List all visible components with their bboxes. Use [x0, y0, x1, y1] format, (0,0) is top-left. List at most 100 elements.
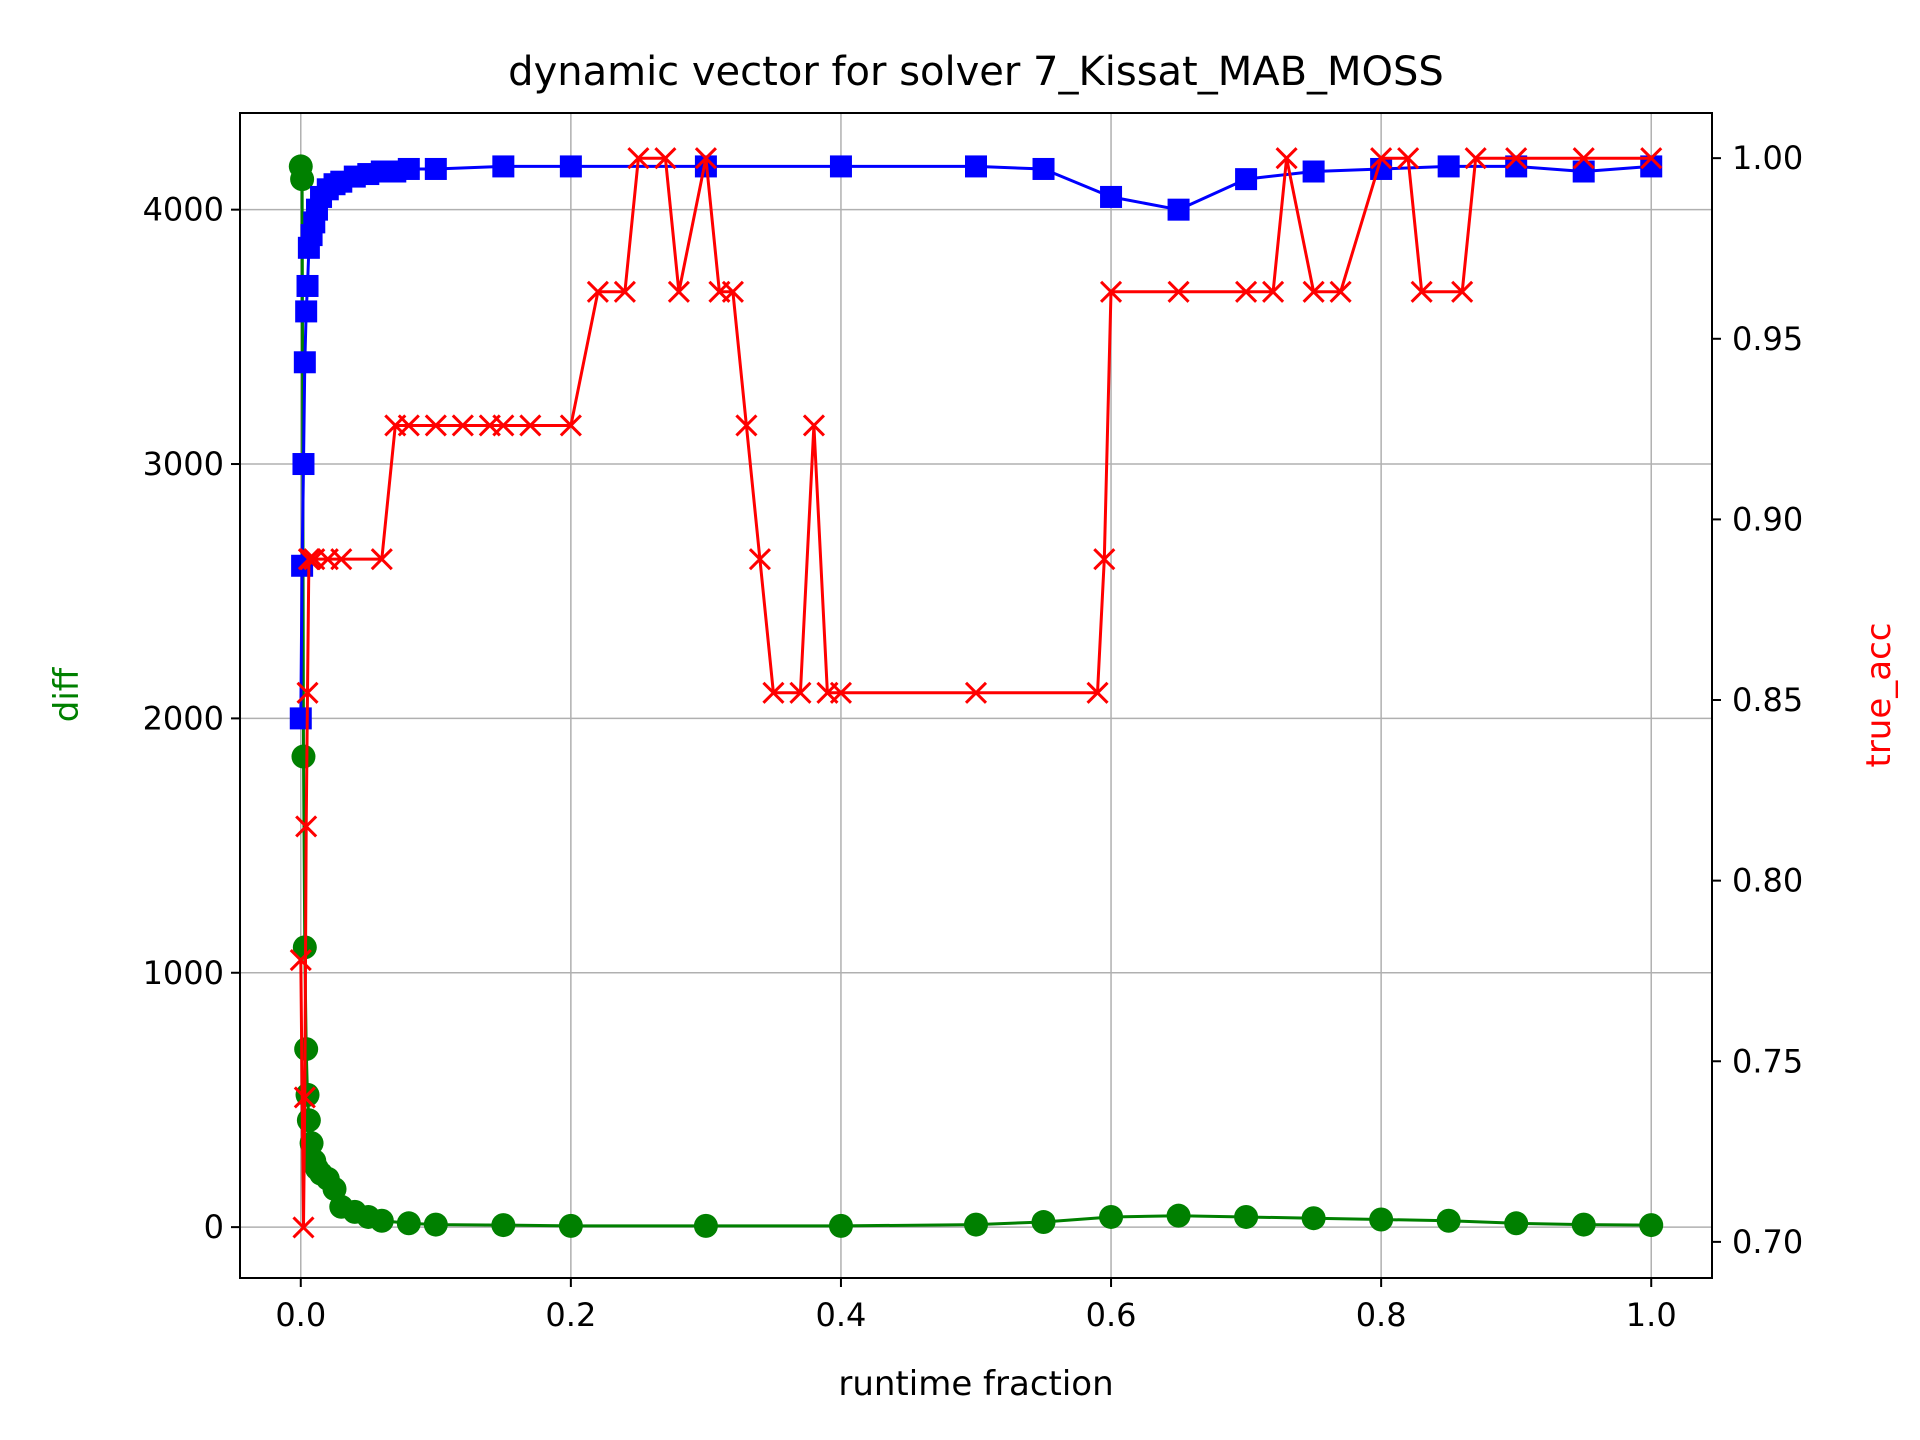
- data-point: [1302, 280, 1325, 303]
- data-point: [424, 414, 447, 437]
- data-point: [396, 1211, 421, 1236]
- data-point: [1100, 185, 1123, 208]
- data-point: [492, 414, 515, 437]
- data-point: [965, 155, 987, 178]
- data-point: [1640, 155, 1663, 178]
- data-point: [292, 453, 315, 476]
- right-y-tick-label: 0.85: [1732, 681, 1803, 719]
- data-point: [296, 1108, 321, 1133]
- data-point: [492, 155, 515, 178]
- data-point: [1235, 280, 1258, 303]
- data-point: [1086, 681, 1109, 704]
- right-y-tick-label: 0.75: [1732, 1042, 1803, 1080]
- data-point: [964, 681, 988, 704]
- data-point: [1031, 1210, 1056, 1235]
- data-point: [748, 548, 771, 571]
- data-point: [424, 157, 447, 180]
- x-tick-label: 0.6: [1086, 1296, 1137, 1334]
- data-point: [369, 1208, 394, 1233]
- data-point: [491, 1213, 516, 1238]
- data-point: [693, 1213, 718, 1238]
- series-2: [289, 147, 1663, 1239]
- data-point: [397, 157, 420, 180]
- data-point: [964, 1212, 988, 1237]
- x-tick-label: 0.4: [816, 1296, 867, 1334]
- data-point: [293, 1086, 316, 1109]
- chart-title: dynamic vector for solver 7_Kissat_MAB_M…: [508, 49, 1444, 95]
- data-point: [291, 744, 316, 769]
- data-point: [1640, 147, 1663, 170]
- left-y-tick-label: 1000: [143, 954, 224, 992]
- data-point: [451, 414, 474, 437]
- data-point: [1572, 147, 1595, 170]
- data-point: [296, 274, 319, 297]
- data-point: [1301, 1206, 1326, 1231]
- data-point: [1032, 157, 1055, 180]
- data-point: [829, 681, 853, 704]
- series-layer: [288, 147, 1664, 1239]
- data-point: [1234, 1204, 1259, 1229]
- x-tick-label: 0.0: [275, 1296, 326, 1334]
- left-y-axis-label: diff: [47, 666, 87, 722]
- data-point: [1436, 1208, 1461, 1233]
- x-tick-label: 1.0: [1626, 1296, 1677, 1334]
- x-axis: 0.0 0.2 0.4 0.6 0.8 1.0: [275, 1278, 1677, 1334]
- data-point: [1093, 548, 1116, 571]
- data-point: [558, 1213, 583, 1238]
- data-point: [1451, 280, 1474, 303]
- data-point: [1302, 160, 1325, 183]
- grid: [240, 113, 1712, 1278]
- data-point: [370, 548, 393, 571]
- data-point: [1571, 1212, 1596, 1237]
- series-line: [299, 156, 1652, 1229]
- data-point: [1572, 160, 1595, 183]
- right-y-tick-label: 0.70: [1732, 1223, 1803, 1261]
- data-point: [789, 681, 812, 704]
- data-point: [627, 147, 650, 170]
- data-point: [1505, 155, 1528, 178]
- data-point: [1262, 280, 1285, 303]
- data-point: [1329, 280, 1352, 303]
- data-point: [290, 167, 315, 192]
- right-y-tick-label: 1.00: [1732, 139, 1803, 177]
- data-point: [296, 681, 319, 704]
- left-y-axis: 0 1000 2000 3000 4000: [143, 191, 240, 1246]
- data-point: [519, 414, 542, 437]
- x-tick-label: 0.2: [545, 1296, 596, 1334]
- left-y-tick-label: 2000: [143, 699, 224, 737]
- series-line: [299, 166, 1652, 1228]
- data-point: [559, 155, 582, 178]
- data-point: [397, 414, 420, 437]
- data-point: [1167, 280, 1190, 303]
- x-axis-label: runtime fraction: [838, 1364, 1113, 1404]
- data-point: [1370, 147, 1393, 170]
- data-point: [559, 414, 582, 437]
- data-point: [762, 681, 785, 704]
- data-point: [1505, 147, 1528, 170]
- left-y-tick-label: 0: [204, 1208, 224, 1246]
- data-point: [1639, 1213, 1664, 1238]
- data-point: [1235, 168, 1258, 191]
- right-y-axis: 0.70 0.75 0.80 0.85 0.90 0.95 1.00: [1712, 139, 1803, 1261]
- right-y-axis-label: true_acc: [1859, 623, 1899, 768]
- data-point: [1437, 155, 1460, 178]
- data-point: [1166, 1203, 1191, 1228]
- data-point: [828, 1213, 853, 1238]
- data-point: [330, 548, 353, 571]
- data-point: [295, 815, 318, 838]
- data-point: [423, 1212, 448, 1237]
- data-point: [1099, 1204, 1124, 1229]
- data-point: [613, 280, 636, 303]
- data-point: [293, 351, 316, 374]
- data-point: [829, 155, 852, 178]
- data-point: [292, 1216, 315, 1239]
- data-point: [586, 280, 609, 303]
- right-y-tick-label: 0.95: [1732, 320, 1803, 358]
- data-point: [654, 147, 677, 170]
- data-point: [694, 147, 717, 170]
- data-point: [299, 548, 322, 571]
- plot-frame: [239, 112, 1713, 1279]
- data-point: [1397, 147, 1420, 170]
- data-point: [1369, 1207, 1394, 1232]
